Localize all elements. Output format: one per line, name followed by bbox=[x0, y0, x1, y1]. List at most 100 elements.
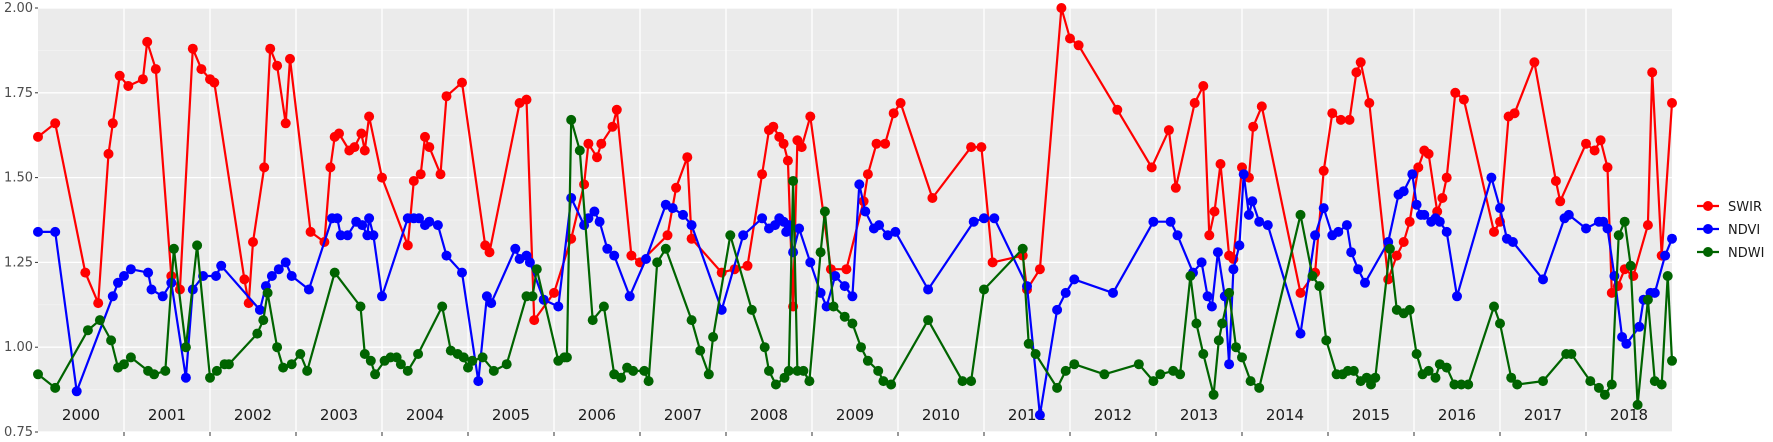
data-point bbox=[329, 267, 340, 278]
data-point bbox=[457, 77, 467, 88]
data-point bbox=[1217, 318, 1228, 329]
data-point bbox=[862, 355, 873, 366]
data-point bbox=[205, 372, 215, 383]
data-point bbox=[1489, 301, 1499, 312]
data-point bbox=[1647, 67, 1658, 78]
data-point bbox=[285, 53, 295, 64]
data-point bbox=[788, 247, 799, 258]
data-point bbox=[286, 271, 297, 281]
data-point bbox=[895, 98, 906, 108]
data-point bbox=[150, 64, 161, 75]
data-point bbox=[695, 345, 706, 356]
data-point bbox=[1099, 369, 1110, 380]
data-point bbox=[1198, 81, 1209, 91]
data-point bbox=[847, 318, 858, 329]
data-point bbox=[1423, 148, 1434, 159]
data-point bbox=[71, 386, 82, 397]
data-point bbox=[50, 382, 61, 393]
data-point bbox=[616, 372, 627, 383]
data-point bbox=[1656, 379, 1667, 390]
data-point bbox=[607, 121, 618, 132]
data-point bbox=[703, 369, 714, 380]
data-point bbox=[1073, 40, 1084, 51]
data-point bbox=[1606, 287, 1617, 298]
data-point bbox=[598, 301, 609, 312]
data-point bbox=[1642, 220, 1653, 231]
data-point bbox=[168, 243, 179, 254]
data-point bbox=[873, 365, 884, 376]
data-point bbox=[1247, 196, 1258, 207]
data-point bbox=[33, 131, 43, 142]
data-point bbox=[501, 359, 512, 370]
data-point bbox=[770, 379, 781, 390]
data-point bbox=[830, 271, 841, 281]
data-point bbox=[1430, 372, 1441, 383]
data-point bbox=[1634, 321, 1645, 332]
data-point bbox=[368, 230, 379, 241]
data-point bbox=[458, 352, 469, 363]
y-tick-label: 1.25 bbox=[4, 255, 33, 270]
data-point bbox=[357, 220, 368, 231]
data-point bbox=[874, 220, 885, 231]
data-point bbox=[882, 230, 893, 241]
y-tick-label: 2.00 bbox=[4, 1, 33, 16]
legend-label: SWIR bbox=[1728, 200, 1762, 215]
data-point bbox=[1563, 209, 1574, 220]
data-point bbox=[1441, 362, 1452, 373]
data-point bbox=[1555, 196, 1566, 207]
data-point bbox=[1133, 359, 1144, 370]
year-label: 2017 bbox=[1524, 406, 1562, 424]
data-point bbox=[125, 264, 136, 275]
data-point bbox=[1602, 162, 1613, 173]
data-point bbox=[1254, 216, 1265, 227]
data-point bbox=[1148, 216, 1159, 227]
data-point bbox=[1370, 372, 1381, 383]
data-point bbox=[157, 291, 168, 302]
data-point bbox=[1486, 172, 1497, 183]
data-point bbox=[50, 118, 61, 129]
data-point bbox=[1538, 376, 1548, 387]
data-point bbox=[1495, 203, 1505, 214]
data-point bbox=[1642, 294, 1653, 305]
data-point bbox=[1034, 410, 1045, 420]
data-point bbox=[1052, 382, 1063, 393]
data-point bbox=[1256, 101, 1267, 112]
data-point bbox=[1318, 165, 1329, 176]
y-tick-label: 1.50 bbox=[4, 171, 33, 186]
data-point bbox=[424, 142, 435, 153]
data-point bbox=[1509, 108, 1520, 119]
data-point bbox=[1364, 98, 1375, 108]
data-point bbox=[768, 121, 779, 132]
data-point bbox=[1566, 349, 1577, 359]
y-axis: 0.75 1.00 1.25 1.50 1.75 2.00 bbox=[4, 1, 38, 440]
data-point bbox=[828, 301, 839, 312]
data-point bbox=[137, 74, 148, 85]
data-point bbox=[142, 36, 153, 47]
data-point bbox=[1602, 223, 1613, 234]
data-point bbox=[1593, 382, 1604, 393]
data-point bbox=[1237, 352, 1247, 363]
data-point bbox=[1667, 355, 1677, 366]
data-point bbox=[467, 355, 478, 366]
data-point bbox=[114, 70, 125, 81]
data-point bbox=[966, 376, 977, 387]
data-point bbox=[641, 254, 651, 264]
data-point bbox=[1613, 230, 1624, 241]
data-point bbox=[1407, 169, 1418, 180]
legend-item-swir: SWIR bbox=[1697, 200, 1762, 215]
data-point bbox=[211, 271, 221, 281]
data-point bbox=[1585, 376, 1596, 387]
data-point bbox=[364, 213, 375, 224]
data-point bbox=[1175, 369, 1186, 380]
year-label: 2000 bbox=[62, 406, 100, 424]
data-point bbox=[1458, 94, 1469, 105]
data-point bbox=[1411, 199, 1422, 210]
data-point bbox=[1489, 226, 1499, 237]
data-point bbox=[798, 365, 809, 376]
data-point bbox=[682, 152, 693, 163]
year-label: 2016 bbox=[1438, 406, 1476, 424]
data-point bbox=[1224, 359, 1235, 370]
data-point bbox=[1506, 372, 1517, 383]
data-point bbox=[1355, 57, 1366, 68]
data-point bbox=[561, 352, 572, 363]
